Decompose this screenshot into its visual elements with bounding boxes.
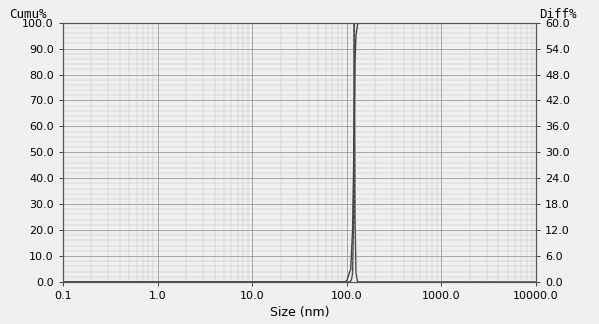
- X-axis label: Size (nm): Size (nm): [270, 307, 329, 319]
- Text: Cumu%: Cumu%: [9, 8, 47, 21]
- Text: Diff%: Diff%: [539, 8, 577, 21]
